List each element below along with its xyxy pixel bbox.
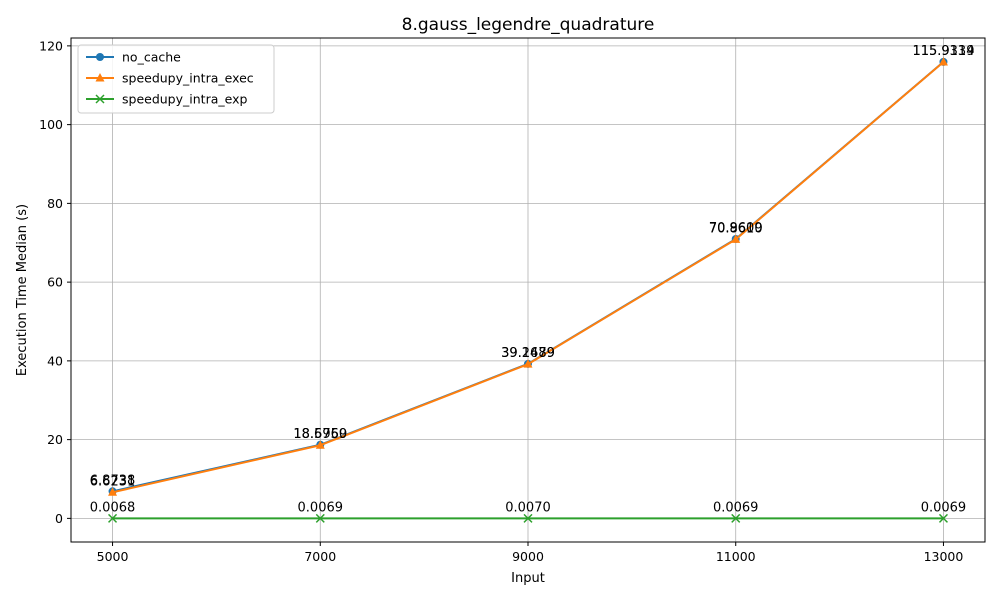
y-tick-label: 80 (47, 196, 63, 211)
data-label: 6.8738 (90, 473, 136, 488)
data-label: 0.0069 (921, 500, 967, 515)
data-point (731, 513, 741, 523)
series-layer (108, 56, 948, 523)
y-tick-label: 0 (55, 511, 63, 526)
data-point (315, 513, 325, 523)
y-axis-label: Execution Time Median (s) (15, 204, 30, 376)
data-label: 70.8610 (709, 221, 763, 236)
y-tick-label: 120 (39, 38, 63, 53)
y-axis: 0 20 40 60 80 100 120 (39, 38, 71, 526)
x-tick-label: 5000 (97, 549, 129, 564)
legend-marker (95, 73, 105, 82)
data-point (938, 513, 948, 523)
legend-label: speedupy_intra_exec (122, 71, 254, 86)
legend-box (77, 44, 275, 114)
legend-marker (95, 94, 105, 104)
series-speedupy_intra_exec (108, 56, 948, 496)
data-label: 0.0069 (713, 500, 759, 515)
series-speedupy_intra_exp (108, 513, 948, 523)
data-label: 6.6231 (90, 474, 136, 489)
data-label: 70.9609 (709, 221, 763, 236)
data-label: 0.0070 (505, 500, 551, 515)
y-tick-label: 60 (47, 275, 63, 290)
data-point (523, 513, 533, 523)
legend-marker (96, 53, 104, 61)
data-point (523, 359, 533, 368)
x-axis-label: Input (511, 571, 545, 586)
x-tick-label: 13000 (924, 549, 964, 564)
y-tick-label: 100 (39, 117, 63, 132)
legend-label: no_cache (122, 50, 181, 65)
grid-lines (71, 38, 985, 542)
data-point (938, 56, 948, 66)
legend-item: speedupy_intra_exec (86, 71, 254, 86)
x-axis: 5000 7000 9000 11000 13000 (97, 542, 964, 564)
data-point (315, 440, 325, 449)
data-label: 39.2479 (501, 346, 555, 361)
data-label: 39.1689 (501, 346, 555, 361)
y-tick-label: 40 (47, 353, 63, 368)
chart-title: 8.gauss_legendre_quadrature (402, 15, 655, 35)
x-tick-label: 7000 (304, 549, 336, 564)
data-labels: 6.8738 18.6960 39.2479 70.9609 115.9334 6.623… (90, 44, 975, 515)
legend: no_cache speedupy_intra_exec speedupy_intr… (77, 44, 275, 114)
data-label: 0.0069 (298, 500, 344, 515)
legend-item: speedupy_intra_exp (86, 92, 247, 107)
data-point (731, 234, 741, 243)
data-point (108, 513, 118, 523)
legend-label: speedupy_intra_exp (122, 92, 247, 107)
data-label: 115.9334 (912, 44, 974, 59)
y-tick-label: 20 (47, 432, 63, 447)
data-label: 0.0068 (90, 500, 136, 515)
x-tick-label: 9000 (512, 549, 544, 564)
data-label: 115.9119 (912, 44, 974, 59)
data-label: 18.5759 (293, 427, 347, 442)
data-label: 18.6960 (293, 427, 347, 442)
data-point (108, 487, 118, 496)
legend-item: no_cache (86, 50, 181, 65)
x-tick-label: 11000 (716, 549, 756, 564)
